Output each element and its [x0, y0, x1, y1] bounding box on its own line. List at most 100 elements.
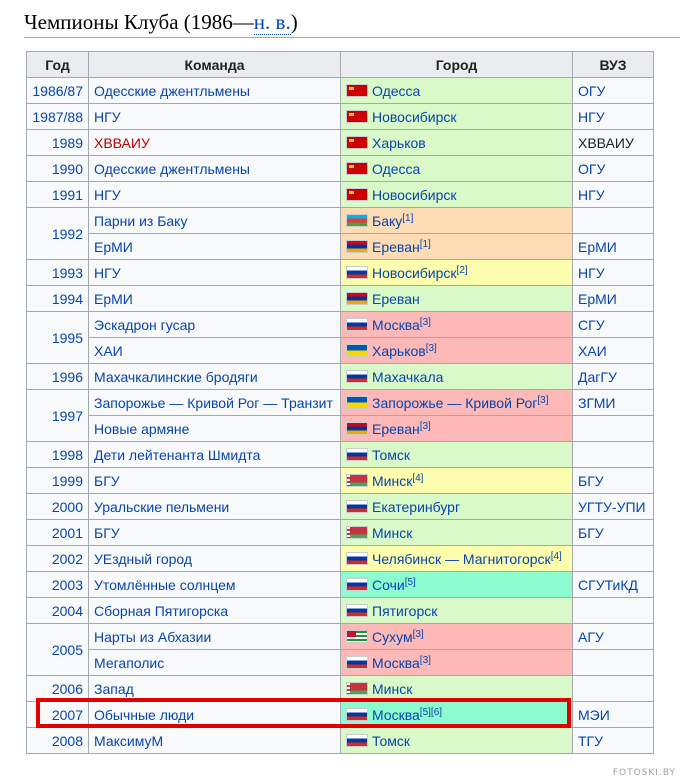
- year-cell[interactable]: 1995: [26, 311, 89, 364]
- team-link[interactable]: ЕрМИ: [88, 233, 341, 260]
- column-header-uni[interactable]: ВУЗ: [572, 51, 654, 78]
- heading-abbr-link[interactable]: н. в.: [253, 10, 291, 35]
- city-link[interactable]: Минск: [372, 524, 413, 541]
- year-cell[interactable]: 2002: [26, 545, 89, 572]
- year-cell[interactable]: 1996: [26, 363, 89, 390]
- team-link[interactable]: Парни из Баку: [88, 207, 341, 234]
- university-link[interactable]: НГУ: [572, 103, 654, 130]
- year-cell[interactable]: 1990: [26, 155, 89, 182]
- city-link[interactable]: Ереван: [372, 238, 420, 255]
- reference-link[interactable]: [3]: [419, 654, 431, 666]
- team-link[interactable]: УЕздный город: [88, 545, 341, 572]
- column-header-year[interactable]: Год: [26, 51, 89, 78]
- year-cell[interactable]: 1991: [26, 181, 89, 208]
- city-link[interactable]: Харьков: [372, 342, 426, 359]
- university-link[interactable]: БГУ: [572, 519, 654, 546]
- university-link[interactable]: ХВВАИУ: [572, 129, 654, 156]
- city-link[interactable]: Харьков: [372, 134, 426, 151]
- year-cell[interactable]: 1994: [26, 285, 89, 312]
- team-link[interactable]: Сборная Пятигорска: [88, 597, 341, 624]
- year-cell[interactable]: 1987/88: [26, 103, 89, 130]
- team-link[interactable]: Эскадрон гусар: [88, 311, 341, 338]
- university-link[interactable]: СГУ: [572, 311, 654, 338]
- city-link[interactable]: Москва: [372, 706, 420, 723]
- year-cell[interactable]: 1993: [26, 259, 89, 286]
- city-link[interactable]: Махачкала: [372, 368, 444, 385]
- city-link[interactable]: Москва: [372, 316, 420, 333]
- year-cell[interactable]: 1999: [26, 467, 89, 494]
- university-link[interactable]: БГУ: [572, 467, 654, 494]
- city-link[interactable]: Сухум: [372, 628, 413, 645]
- year-cell[interactable]: 1986/87: [26, 77, 89, 104]
- university-link[interactable]: СГУТиКД: [572, 571, 654, 598]
- university-link[interactable]: ЕрМИ: [572, 233, 654, 260]
- city-link[interactable]: Одесса: [372, 160, 421, 177]
- university-link[interactable]: ЕрМИ: [572, 285, 654, 312]
- team-link[interactable]: БГУ: [88, 467, 341, 494]
- team-link[interactable]: Новые армяне: [88, 415, 341, 442]
- team-link[interactable]: Уральские пельмени: [88, 493, 341, 520]
- university-link[interactable]: АГУ: [572, 623, 654, 650]
- team-link[interactable]: Утомлённые солнцем: [88, 571, 341, 598]
- reference-link[interactable]: [3]: [425, 342, 437, 354]
- team-link[interactable]: ЕрМИ: [88, 285, 341, 312]
- year-cell[interactable]: 2003: [26, 571, 89, 598]
- university-link[interactable]: ХАИ: [572, 337, 654, 364]
- year-cell[interactable]: 2000: [26, 493, 89, 520]
- reference-link[interactable]: [3]: [419, 420, 431, 432]
- reference-link[interactable]: [1]: [402, 212, 414, 224]
- city-link[interactable]: Минск: [372, 680, 413, 697]
- reference-link[interactable]: [5]: [404, 576, 416, 588]
- university-link[interactable]: УГТУ-УПИ: [572, 493, 654, 520]
- city-link[interactable]: Екатеринбург: [372, 498, 461, 515]
- city-link[interactable]: Новосибирск: [372, 108, 457, 125]
- university-link[interactable]: НГУ: [572, 181, 654, 208]
- reference-link[interactable]: [1]: [419, 238, 431, 250]
- reference-link[interactable]: [3]: [412, 628, 424, 640]
- city-link[interactable]: Баку: [372, 212, 403, 229]
- reference-link[interactable]: [2]: [456, 264, 468, 276]
- reference-link[interactable]: [5][6]: [419, 706, 443, 718]
- city-link[interactable]: Москва: [372, 654, 420, 671]
- year-cell[interactable]: 1989: [26, 129, 89, 156]
- university-link[interactable]: ЗГМИ: [572, 389, 654, 416]
- year-cell[interactable]: 2005: [26, 623, 89, 676]
- university-link[interactable]: ДагГУ: [572, 363, 654, 390]
- city-link[interactable]: Томск: [372, 732, 410, 749]
- city-link[interactable]: Запорожье — Кривой Рог: [372, 394, 538, 411]
- university-link[interactable]: ОГУ: [572, 155, 654, 182]
- year-cell[interactable]: 1992: [26, 207, 89, 260]
- university-link[interactable]: МЭИ: [572, 701, 654, 728]
- city-link[interactable]: Минск: [372, 472, 413, 489]
- city-link[interactable]: Одесса: [372, 82, 421, 99]
- column-header-team[interactable]: Команда: [88, 51, 341, 78]
- reference-link[interactable]: [4]: [550, 550, 562, 562]
- team-link[interactable]: Запорожье — Кривой Рог — Транзит: [88, 389, 341, 416]
- team-link[interactable]: МаксимуМ: [88, 727, 341, 754]
- team-link[interactable]: Нарты из Абхазии: [88, 623, 341, 650]
- team-link[interactable]: НГУ: [88, 259, 341, 286]
- year-cell[interactable]: 2008: [26, 727, 89, 754]
- team-link[interactable]: ХВВАИУ: [88, 129, 341, 156]
- team-link[interactable]: Махачкалинские бродяги: [88, 363, 341, 390]
- team-link[interactable]: Дети лейтенанта Шмидта: [88, 441, 341, 468]
- reference-link[interactable]: [3]: [419, 316, 431, 328]
- city-link[interactable]: Новосибирск: [372, 264, 457, 281]
- team-link[interactable]: ХАИ: [88, 337, 341, 364]
- city-link[interactable]: Ереван: [372, 290, 420, 307]
- university-link[interactable]: НГУ: [572, 259, 654, 286]
- reference-link[interactable]: [4]: [412, 472, 424, 484]
- team-link[interactable]: Одесские джентльмены: [88, 155, 341, 182]
- university-link[interactable]: ТГУ: [572, 727, 654, 754]
- university-link[interactable]: ОГУ: [572, 77, 654, 104]
- reference-link[interactable]: [3]: [537, 394, 549, 406]
- year-cell[interactable]: 2006: [26, 675, 89, 702]
- team-link[interactable]: Мегаполис: [88, 649, 341, 676]
- city-link[interactable]: Ереван: [372, 420, 420, 437]
- city-link[interactable]: Челябинск — Магнитогорск: [372, 550, 551, 567]
- city-link[interactable]: Сочи: [372, 576, 405, 593]
- year-cell[interactable]: 2001: [26, 519, 89, 546]
- year-cell[interactable]: 1997: [26, 389, 89, 442]
- city-link[interactable]: Пятигорск: [372, 602, 438, 619]
- column-header-city[interactable]: Город: [340, 51, 573, 78]
